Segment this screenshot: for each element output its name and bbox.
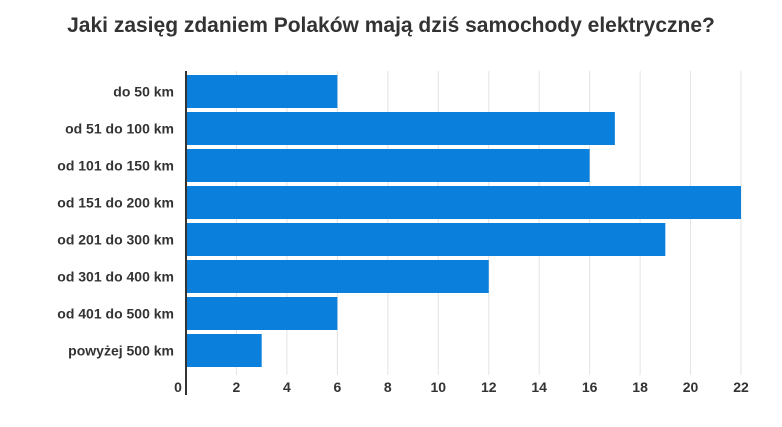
bar	[187, 223, 666, 256]
bar	[187, 334, 262, 367]
category-label: od 401 do 500 km	[57, 306, 174, 322]
chart-title: Jaki zasięg zdaniem Polaków mają dziś sa…	[67, 14, 715, 37]
category-label: od 101 do 150 km	[57, 158, 174, 174]
category-label: od 201 do 300 km	[57, 232, 174, 248]
bar	[187, 260, 489, 293]
category-label: od 301 do 400 km	[57, 269, 174, 285]
category-label: do 50 km	[113, 84, 174, 100]
bars	[187, 75, 741, 367]
x-tick-label: 22	[733, 379, 749, 395]
bar	[187, 112, 615, 145]
x-tick-label: 6	[333, 379, 341, 395]
bar	[187, 75, 338, 108]
bar	[187, 297, 338, 330]
x-tick-label: 20	[683, 379, 699, 395]
category-labels: do 50 km od 51 do 100 km od 101 do 150 km o…	[57, 84, 174, 359]
x-tick-label: 18	[632, 379, 648, 395]
bar	[187, 149, 590, 182]
category-label: powyżej 500 km	[68, 343, 174, 359]
x-tick-label: 4	[283, 379, 291, 395]
category-label: od 151 do 200 km	[57, 195, 174, 211]
bar	[187, 186, 741, 219]
x-tick-label: 12	[481, 379, 497, 395]
x-tick-label: 0	[174, 379, 182, 395]
x-tick-labels: 0 2 4 6 8 10 12 14 16 18 20 22	[174, 379, 749, 395]
x-tick-label: 2	[233, 379, 241, 395]
x-tick-label: 8	[384, 379, 392, 395]
category-label: od 51 do 100 km	[65, 121, 174, 137]
x-tick-label: 10	[430, 379, 446, 395]
x-tick-label: 16	[582, 379, 598, 395]
x-tick-label: 14	[531, 379, 547, 395]
